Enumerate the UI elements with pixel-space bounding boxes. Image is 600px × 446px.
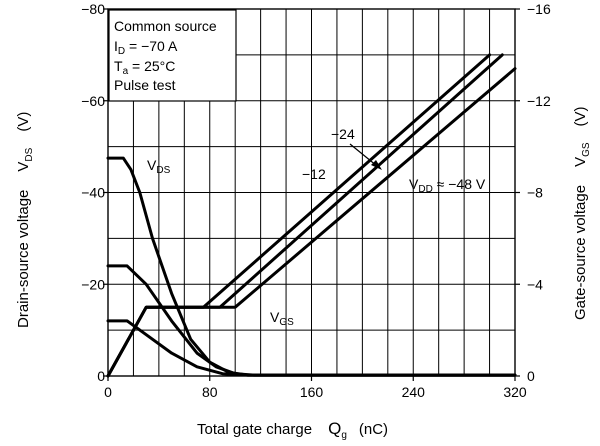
x-tick-label: 320	[503, 384, 527, 400]
x-axis-title: Total gate charge Qg (nC)	[197, 419, 388, 441]
x-tick-label: 0	[104, 384, 112, 400]
left-tick-label: −80	[81, 1, 105, 17]
right-tick-label: 0	[527, 368, 535, 384]
x-tick-label: 240	[402, 384, 426, 400]
x-tick-label: 160	[300, 384, 324, 400]
vds-curve	[106, 319, 517, 377]
vgs-curve-label: VGS	[270, 309, 294, 328]
vds-curve-label: VDS	[147, 157, 171, 176]
right-tick-label: −8	[527, 185, 543, 201]
vdd-minus12-label: −12	[302, 166, 326, 182]
left-tick-label: 0	[97, 368, 105, 384]
left-axis-title: Drain-source voltageVDS(V)	[15, 112, 35, 328]
vdd-label: VDD ≈ −48 V	[409, 176, 486, 195]
left-tick-label: −40	[81, 185, 105, 201]
vdd-pointer-arrow	[349, 143, 378, 167]
vdd-pointer-arrowhead	[371, 160, 382, 170]
right-tick-label: −12	[527, 93, 551, 109]
condition-ambient-temp: Ta = 25°C	[114, 58, 175, 77]
right-tick-label: −16	[527, 1, 551, 17]
right-tick-label: −4	[527, 276, 543, 292]
condition-pulse-test: Pulse test	[114, 77, 176, 93]
vdd-minus24-label: −24	[331, 126, 355, 142]
grid-lines	[108, 9, 515, 376]
vgs-curve	[106, 67, 517, 378]
vgs-curve	[106, 53, 492, 378]
data-curves	[106, 53, 517, 378]
condition-circuit: Common source	[114, 18, 217, 34]
left-tick-label: −60	[81, 93, 105, 109]
left-tick-label: −20	[81, 276, 105, 292]
vgs-curve	[106, 53, 504, 378]
x-tick-label: 80	[202, 384, 218, 400]
condition-drain-current: ID = −70 A	[114, 38, 178, 57]
conditions-box: Common source ID = −70 A Ta = 25°C Pulse…	[108, 9, 237, 102]
right-axis-title: Gate-source voltageVGS(V)	[572, 106, 592, 320]
